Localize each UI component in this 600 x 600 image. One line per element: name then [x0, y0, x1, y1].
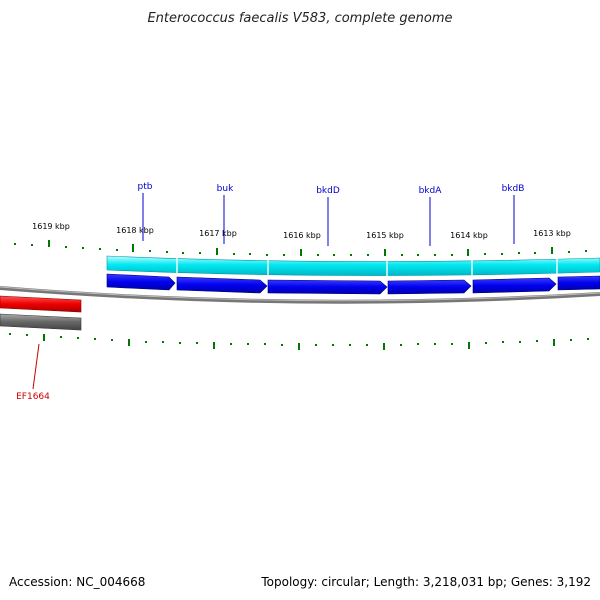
footer-accession: Accession: NC_004668: [9, 575, 145, 589]
scale-label: 1613 kbp: [533, 229, 571, 238]
gene-label-bkdA[interactable]: bkdA: [419, 186, 443, 196]
gene-label-bkdB[interactable]: bkdB: [502, 184, 525, 194]
scale-label: 1618 kbp: [116, 226, 154, 235]
scale-label: 1614 kbp: [450, 231, 488, 240]
blue-gene-arrows: [106, 273, 600, 295]
scale-label: 1616 kbp: [283, 231, 321, 240]
gene-label-ef1664[interactable]: EF1664: [16, 392, 50, 402]
gene-leader-lines: [142, 193, 515, 246]
gene-arrow-ptb[interactable]: [106, 273, 176, 291]
gene-arrow-buk[interactable]: [176, 276, 268, 294]
scale-label: 1615 kbp: [366, 231, 404, 240]
gene-leader-line-ef1664: [32, 343, 40, 390]
scale-label: 1617 kbp: [199, 229, 237, 238]
cyan-track[interactable]: [106, 255, 600, 276]
gene-arrow-next[interactable]: [557, 275, 600, 291]
scale-label: 1619 kbp: [32, 222, 70, 231]
gene-label-buk[interactable]: buk: [217, 184, 234, 194]
tick-row-upper: [14, 240, 587, 256]
gene-block-ef1664[interactable]: [0, 295, 82, 313]
map-title: Enterococcus faecalis V583, complete gen…: [147, 11, 452, 26]
gene-arrow-bkdA[interactable]: [387, 279, 472, 295]
chromosome-backbone: [0, 286, 600, 304]
gene-label-ptb[interactable]: ptb: [138, 182, 153, 192]
tick-row-lower: [9, 333, 589, 350]
gene-block-gray[interactable]: [0, 313, 82, 331]
gene-label-bkdD[interactable]: bkdD: [316, 186, 340, 196]
gene-arrow-bkdD[interactable]: [267, 279, 388, 295]
footer-stats: Topology: circular; Length: 3,218,031 bp…: [260, 575, 591, 589]
gene-arrow-bkdB[interactable]: [472, 277, 557, 294]
scale-labels: 1619 kbp 1618 kbp 1617 kbp 1616 kbp 1615…: [32, 222, 571, 240]
